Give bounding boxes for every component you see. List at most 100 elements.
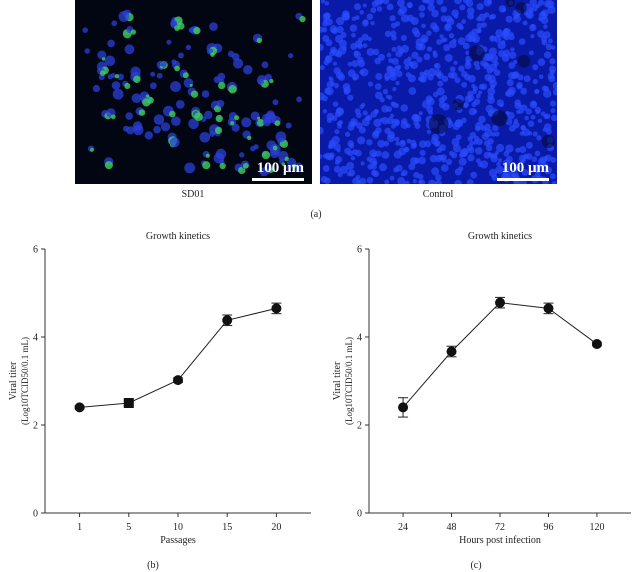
stained-cell	[234, 115, 240, 121]
nucleus	[514, 99, 521, 106]
nucleus	[438, 97, 445, 104]
nucleus	[374, 83, 382, 90]
nucleus	[437, 80, 444, 87]
nucleus	[375, 127, 382, 134]
nucleus	[550, 156, 557, 163]
nucleus	[510, 47, 515, 52]
nucleus	[97, 50, 107, 60]
nucleus	[516, 83, 523, 90]
nucleus	[454, 0, 462, 5]
stained-cell	[215, 114, 223, 123]
nucleus	[461, 19, 467, 24]
series-line	[79, 307, 277, 408]
nucleus	[487, 0, 493, 5]
nucleus	[496, 161, 501, 167]
nucleus	[497, 158, 503, 163]
nucleus	[547, 38, 553, 44]
nucleus	[367, 81, 374, 87]
nucleus	[543, 123, 552, 131]
nucleus	[366, 156, 373, 162]
stained-cell	[230, 121, 235, 126]
nucleus	[502, 29, 510, 37]
nucleus	[406, 1, 413, 9]
nucleus	[390, 124, 396, 129]
nucleus	[404, 64, 410, 70]
nucleus	[400, 14, 410, 23]
nucleus	[551, 45, 556, 50]
x-tick-label: 10	[173, 522, 183, 533]
nucleus	[495, 143, 505, 153]
nucleus	[523, 153, 529, 160]
nucleus	[471, 37, 477, 42]
nucleus	[320, 126, 324, 135]
nucleus	[417, 173, 424, 180]
nucleus	[320, 43, 324, 51]
nucleus	[410, 157, 418, 166]
nucleus	[326, 117, 333, 123]
nucleus	[337, 123, 342, 129]
nucleus	[370, 111, 378, 118]
nucleus	[552, 81, 557, 90]
stained-cell	[110, 114, 116, 120]
nucleus	[478, 13, 486, 22]
nucleus	[394, 65, 401, 72]
nucleus	[405, 72, 412, 78]
nucleus	[543, 0, 552, 8]
nucleus	[534, 164, 541, 171]
x-axis-label: Hours post infection	[459, 535, 541, 546]
nucleus	[458, 157, 467, 166]
nucleus	[405, 123, 411, 129]
nucleus	[428, 68, 437, 77]
nucleus	[525, 141, 533, 149]
nucleus	[529, 23, 537, 32]
nucleus	[92, 84, 101, 93]
nucleus	[132, 121, 143, 131]
nucleus	[375, 72, 383, 81]
gap	[515, 1, 527, 14]
nucleus	[149, 82, 157, 90]
nucleus	[327, 153, 335, 161]
nucleus	[436, 72, 444, 80]
nucleus	[524, 115, 529, 121]
nucleus	[468, 75, 476, 83]
nucleus	[529, 50, 534, 56]
nucleus	[541, 39, 548, 46]
stained-cell	[228, 84, 237, 94]
nucleus	[538, 16, 543, 22]
series-line	[402, 302, 598, 408]
nucleus	[508, 172, 516, 180]
nucleus	[334, 129, 340, 135]
nucleus	[392, 87, 397, 92]
nucleus	[320, 65, 325, 71]
nucleus	[487, 87, 496, 96]
nucleus	[104, 55, 116, 67]
nucleus	[156, 72, 163, 79]
nucleus	[171, 116, 181, 126]
nucleus	[337, 73, 346, 81]
nucleus	[386, 66, 395, 75]
nucleus	[532, 64, 539, 71]
nucleus	[362, 43, 368, 48]
nucleus	[467, 136, 473, 142]
nucleus	[485, 104, 494, 113]
nucleus	[484, 123, 491, 131]
nucleus	[548, 74, 556, 83]
nucleus	[421, 23, 426, 29]
nucleus	[488, 14, 494, 20]
nucleus	[400, 34, 407, 41]
nucleus	[344, 147, 351, 155]
nucleus	[111, 81, 121, 90]
nucleus	[444, 53, 453, 62]
nucleus	[398, 147, 407, 156]
nucleus	[431, 9, 439, 18]
stained-cell	[193, 27, 201, 35]
nucleus	[386, 3, 394, 11]
nucleus	[532, 131, 538, 137]
stained-cell	[133, 75, 141, 83]
nucleus	[475, 93, 481, 99]
nucleus	[476, 138, 483, 146]
nucleus	[125, 112, 133, 120]
nucleus	[366, 139, 373, 146]
nucleus	[440, 164, 449, 172]
nucleus	[513, 180, 520, 184]
